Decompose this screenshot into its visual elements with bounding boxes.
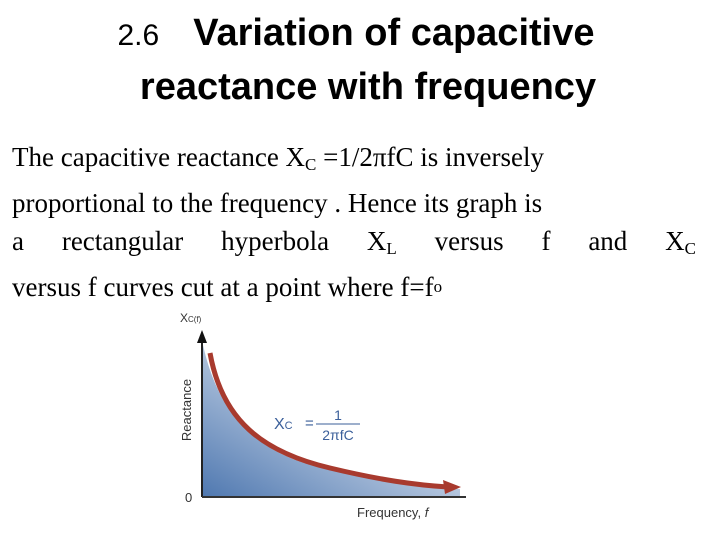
word: and — [588, 226, 628, 256]
text: The capacitive reactance X — [12, 142, 306, 172]
body-line-1: The capacitive reactance XC =1/2πfC is i… — [12, 138, 696, 184]
xc: XC — [665, 222, 696, 268]
word: X — [665, 226, 685, 256]
formula: XC = 1 2πfC — [274, 407, 360, 443]
body-line-3: a rectangular hyperbola XL versus f and … — [12, 222, 696, 268]
origin-label: 0 — [185, 490, 192, 505]
svg-text:2πfC: 2πfC — [322, 427, 353, 443]
subscript: C — [305, 155, 317, 174]
y-axis-label: Reactance — [179, 379, 194, 441]
body-line-2: proportional to the frequency . Hence it… — [12, 188, 543, 218]
x-axis-label: Frequency, f — [357, 505, 430, 520]
curve-arrow-icon — [443, 480, 461, 494]
svg-text:1: 1 — [334, 407, 342, 423]
svg-text:XC: XC — [274, 416, 293, 433]
word: f — [541, 226, 551, 256]
section-number: 2.6 — [117, 19, 160, 52]
slide-title-line2: reactance with frequency — [139, 66, 597, 108]
subscript: L — [386, 239, 397, 258]
svg-text:=: = — [305, 415, 314, 432]
word: versus — [434, 226, 504, 256]
word: X — [366, 226, 387, 256]
reactance-curve — [207, 352, 449, 490]
word: rectangular — [61, 226, 184, 256]
y-axis-arrow-icon — [197, 330, 207, 343]
xl: XL — [367, 222, 397, 268]
title-text-1: Variation of capacitive — [193, 12, 595, 54]
body-text: The capacitive reactance XC =1/2πfC is i… — [12, 138, 696, 306]
subscript: o — [433, 277, 443, 296]
area-under-curve — [203, 345, 460, 497]
slide-title-line1: 2.6 Variation of capacitive — [0, 8, 716, 61]
word: hyperbola — [221, 226, 330, 256]
word: a — [12, 226, 24, 256]
y-axis-symbol: XC(f) — [180, 311, 202, 325]
text: =1/2πfC is inversely — [316, 142, 544, 172]
subscript: C — [684, 239, 696, 258]
body-line-4: versus f curves cut at a point where f=f… — [12, 268, 696, 306]
text: versus f curves cut at a point where f=f — [12, 272, 434, 302]
